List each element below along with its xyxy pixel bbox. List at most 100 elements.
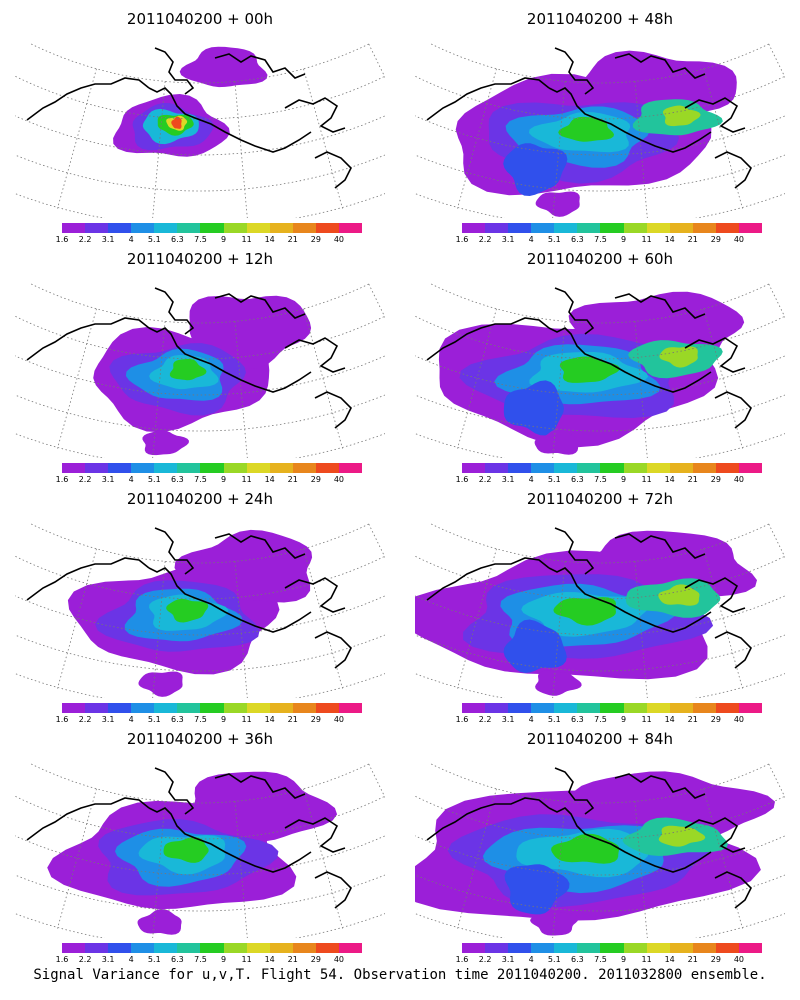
colorbar-tick-label: 14 [264, 475, 275, 484]
colorbar-swatch [200, 943, 224, 953]
longitude-line [152, 321, 166, 458]
colorbar-swatch [715, 223, 739, 233]
colorbar-swatch [177, 703, 201, 713]
longitude-line [634, 801, 648, 938]
colorbar-swatch [338, 223, 363, 233]
longitude-line [57, 548, 97, 689]
coastline [614, 773, 706, 799]
latitude-line [15, 433, 385, 458]
colorbar-tick-label: 4 [128, 715, 134, 724]
colorbar-tick-label: 1.6 [55, 475, 69, 484]
colorbar-tick-label: 3.1 [101, 955, 115, 964]
coastline [684, 337, 746, 373]
colorbar-swatch [738, 703, 763, 713]
colorbar-tick-label: 5.1 [547, 955, 561, 964]
colorbar-tick-label: 2.2 [78, 955, 92, 964]
longitude-line [457, 308, 497, 449]
colorbar-tick-label: 3.1 [101, 715, 115, 724]
longitude-line [552, 801, 566, 938]
coastline [548, 807, 712, 873]
colorbar-tick-label: 6.3 [571, 475, 584, 484]
colorbar [462, 703, 763, 713]
colorbar-tick-label: 2.2 [478, 235, 492, 244]
colorbar-swatch [715, 703, 739, 713]
colorbar-swatch [292, 463, 316, 473]
colorbar-swatch [108, 703, 132, 713]
colorbar-tick-label: 3.1 [501, 955, 515, 964]
latitude-line [15, 874, 385, 912]
colorbar-tick-label: 9 [620, 235, 627, 244]
colorbar-swatch [623, 703, 647, 713]
longitude-line [703, 788, 743, 929]
variance-level-7.5 [553, 597, 616, 626]
colorbar-tick-label: 11 [641, 475, 652, 484]
colorbar-tick-label: 14 [264, 955, 275, 964]
coastline [614, 53, 706, 79]
colorbar-swatch [85, 463, 109, 473]
panel-title: 2011040200 + 60h [526, 250, 674, 268]
colorbar-swatch [108, 223, 132, 233]
panel-title: 2011040200 + 00h [126, 10, 274, 28]
variance-map [15, 283, 385, 458]
colorbar-swatch [131, 943, 155, 953]
longitude-line [303, 308, 343, 449]
colorbar-tick-label: 6.3 [171, 715, 184, 724]
colorbar-swatch [600, 703, 624, 713]
graticule [15, 763, 385, 938]
variance-level-7.5 [169, 359, 207, 381]
colorbar-tick-label: 7.5 [594, 715, 607, 724]
colorbar-swatch [485, 463, 509, 473]
coastline [214, 53, 306, 79]
panel-title: 2011040200 + 84h [526, 730, 674, 748]
coastline [148, 327, 312, 393]
graticule [15, 43, 385, 218]
coastlines [26, 527, 352, 669]
variance-level-1.6 [138, 671, 183, 697]
variance-map [15, 763, 385, 938]
colorbar-swatch [531, 703, 555, 713]
coastlines [426, 287, 752, 429]
colorbar-swatch [62, 463, 86, 473]
variance-level-7.5 [166, 598, 209, 623]
latitude-line [15, 634, 385, 672]
coastline [154, 47, 195, 95]
latitude-line [415, 433, 785, 458]
colorbar-swatch [508, 703, 532, 713]
colorbar-swatch [692, 463, 716, 473]
graticule [15, 283, 385, 458]
colorbar-swatch [554, 943, 578, 953]
colorbar-tick-label: 40 [333, 475, 345, 484]
colorbar-tick-label: 9 [220, 475, 227, 484]
variance-contours [415, 771, 775, 936]
colorbar-swatch [531, 943, 555, 953]
coastline [554, 527, 595, 575]
coastline [554, 287, 595, 335]
graticule [415, 763, 785, 938]
colorbar-tick-label: 21 [687, 235, 698, 244]
colorbar-swatch [62, 223, 86, 233]
latitude-line [15, 154, 385, 192]
colorbar-swatch [292, 223, 316, 233]
latitude-line [15, 355, 385, 396]
colorbar-swatch [315, 943, 339, 953]
panel-title: 2011040200 + 24h [126, 490, 274, 508]
colorbar-swatch [246, 703, 270, 713]
colorbar-swatch [462, 703, 486, 713]
colorbar-tick-label: 21 [287, 955, 298, 964]
colorbar-labels: 1.6 2.2 3.1 4 5.1 6.3 7.5 9 11 14 21 29 40 [456, 235, 762, 247]
coastline [154, 287, 195, 335]
variance-level-3.1 [504, 864, 570, 915]
latitude-line [15, 115, 385, 156]
colorbar-swatch [623, 463, 647, 473]
colorbar-tick-label: 7.5 [194, 955, 207, 964]
colorbar-tick-label: 40 [733, 235, 745, 244]
colorbar-swatch [154, 463, 178, 473]
coastline [214, 773, 306, 799]
latitude-line [415, 154, 785, 192]
colorbar-swatch [200, 463, 224, 473]
colorbar-swatch [223, 703, 247, 713]
colorbar-tick-label: 2.2 [478, 955, 492, 964]
colorbar-swatch [554, 223, 578, 233]
colorbar-swatch [223, 943, 247, 953]
colorbar-swatch [531, 463, 555, 473]
